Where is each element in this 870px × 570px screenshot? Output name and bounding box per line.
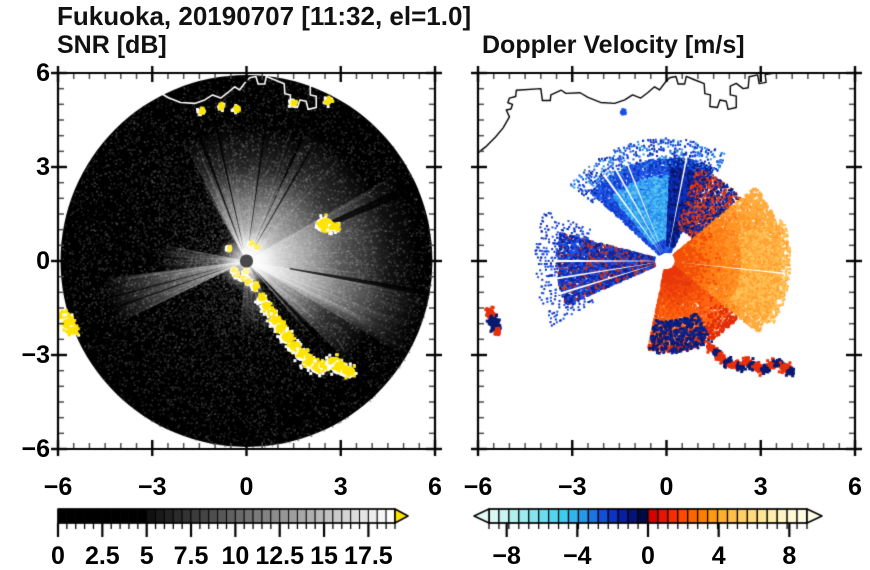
snr_ppi-y-tick-label: 6: [36, 59, 50, 87]
snr-colorbar-tick-label: 0: [51, 542, 65, 570]
snr-colorbar-tick-label: 15: [310, 542, 338, 570]
snr-colorbar-tick-label: 7.5: [173, 542, 209, 570]
snr_ppi-x-tick-label: 6: [428, 473, 442, 501]
snr-panel-title: SNR [dB]: [57, 31, 167, 59]
snr_ppi-y-tick-label: 3: [36, 153, 50, 181]
snr-colorbar-tick-label: 17.5: [344, 542, 393, 570]
snr_ppi-y-tick-label: 0: [36, 247, 50, 275]
snr_ppi-y-tick-label: −3: [21, 341, 50, 369]
snr_ppi-x-tick-label: 3: [333, 473, 348, 501]
snr_ppi-y-tick-label: −6: [21, 435, 50, 463]
doppler_ppi-x-tick-label: −3: [557, 473, 587, 501]
snr_ppi-x-tick-label: −6: [43, 473, 73, 501]
doppler-colorbar: [474, 509, 822, 523]
doppler-colorbar-tick-label: 4: [711, 542, 726, 570]
doppler_ppi-x-tick-label: −6: [463, 473, 493, 501]
doppler_ppi-x-tick-label: 6: [848, 473, 862, 501]
figure-title: Fukuoka, 20190707 [11:32, el=1.0]: [57, 1, 472, 31]
doppler-panel: [478, 73, 855, 449]
doppler-panel-title: Doppler Velocity [m/s]: [482, 31, 745, 59]
doppler-colorbar-tick-label: −8: [492, 542, 521, 570]
snr-colorbar-tick-label: 2.5: [84, 542, 120, 570]
snr-colorbar-tick-label: 10: [221, 542, 250, 570]
doppler-colorbar-tick-label: 0: [641, 542, 655, 570]
snr-colorbar: [58, 509, 408, 523]
doppler-colorbar-tick-label: −4: [563, 542, 592, 570]
snr-colorbar-tick-label: 5: [139, 542, 154, 570]
snr_ppi-x-tick-label: −3: [137, 473, 167, 501]
snr-colorbar-tick-label: 12.5: [255, 542, 305, 570]
snr_ppi-x-tick-label: 0: [239, 473, 254, 501]
snr-panel: [58, 73, 435, 449]
doppler_ppi-x-tick-label: 3: [753, 473, 768, 501]
doppler-colorbar-tick-label: 8: [782, 542, 797, 570]
doppler_ppi-x-tick-label: 0: [659, 473, 674, 501]
